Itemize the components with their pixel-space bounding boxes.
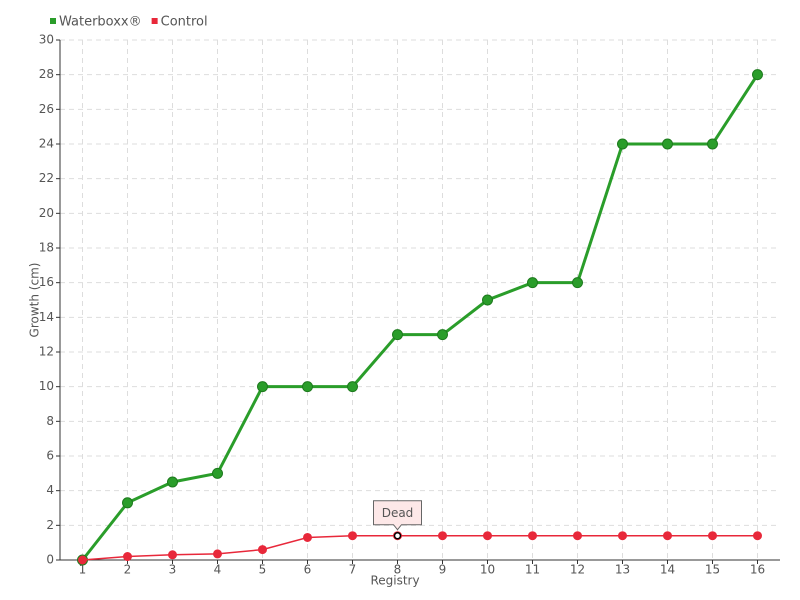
data-point: [528, 531, 537, 541]
y-tick-label: 6: [46, 449, 54, 463]
x-tick-label: 12: [570, 563, 585, 577]
data-point: [348, 531, 357, 541]
x-tick-label: 2: [124, 563, 132, 577]
x-tick-label: 8: [394, 563, 402, 577]
x-tick-label: 9: [439, 563, 447, 577]
y-tick-label: 12: [39, 345, 54, 359]
x-tick-label: 11: [525, 563, 540, 577]
x-tick-label: 13: [615, 563, 630, 577]
data-point: [392, 329, 403, 341]
y-tick-label: 28: [39, 67, 54, 81]
data-point: [438, 531, 447, 541]
data-point: [303, 532, 312, 542]
data-point: [168, 550, 177, 560]
x-tick-label: 14: [660, 563, 675, 577]
y-tick-label: 16: [39, 275, 54, 289]
x-tick-label: 16: [750, 563, 765, 577]
data-point: [663, 531, 672, 541]
data-point: [573, 531, 582, 541]
y-tick-label: 22: [39, 171, 54, 185]
x-tick-label: 15: [705, 563, 720, 577]
y-tick-label: 10: [39, 379, 54, 393]
annotation-box: [373, 500, 422, 531]
y-tick-label: 8: [46, 414, 54, 428]
data-point: [572, 277, 583, 289]
data-point: [78, 555, 87, 565]
data-point: [708, 531, 717, 541]
y-axis-label: Growth (cm): [28, 263, 42, 338]
series-line: [81, 73, 759, 561]
x-tick-label: 10: [480, 563, 495, 577]
x-tick-label: 1: [79, 563, 87, 577]
y-tick-label: 26: [39, 102, 54, 116]
data-point: [662, 138, 673, 150]
data-point: [302, 381, 313, 393]
x-tick-label: 3: [169, 563, 177, 577]
legend-label: Waterboxx®: [59, 15, 142, 30]
data-point: [122, 497, 133, 509]
data-point: [707, 138, 718, 150]
data-point: [213, 549, 222, 559]
x-tick-label: 7: [349, 563, 357, 577]
data-point: [527, 277, 538, 289]
annotation-label: Dead: [382, 506, 414, 520]
data-point: [212, 467, 223, 479]
data-point: [752, 69, 763, 81]
y-tick-label: 30: [39, 33, 54, 47]
data-point: [618, 531, 627, 541]
y-tick-label: 0: [46, 553, 54, 567]
x-tick-label: 6: [304, 563, 312, 577]
data-point: [167, 476, 178, 488]
x-axis-label: Registry: [370, 574, 419, 588]
data-point: [123, 552, 132, 562]
y-tick-label: 24: [39, 137, 54, 151]
y-tick-label: 14: [39, 310, 54, 324]
data-point: [257, 381, 268, 393]
y-tick-label: 4: [46, 483, 54, 497]
y-tick-label: 18: [39, 241, 54, 255]
legend-swatch: [151, 18, 158, 24]
data-point: [482, 294, 493, 306]
data-point: [483, 531, 492, 541]
annotation-marker: [393, 531, 402, 540]
y-tick-label: 20: [39, 206, 54, 220]
x-tick-label: 4: [214, 563, 222, 577]
legend-label: Control: [161, 15, 208, 30]
y-tick-label: 2: [46, 518, 54, 532]
data-point: [753, 531, 762, 541]
x-tick-label: 5: [259, 563, 267, 577]
data-point: [437, 329, 448, 341]
data-point: [347, 381, 358, 393]
legend-swatch: [50, 18, 56, 24]
data-point: [258, 545, 267, 555]
data-point: [617, 138, 628, 150]
series-line: [82, 534, 758, 561]
